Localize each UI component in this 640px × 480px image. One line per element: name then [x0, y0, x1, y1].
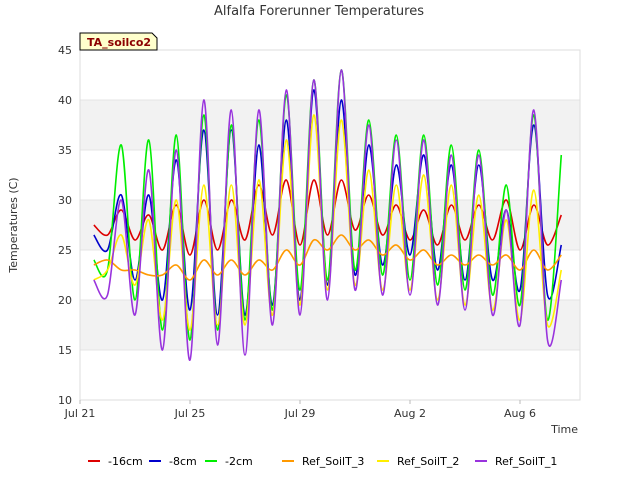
x-tick-label: Aug 6	[504, 407, 536, 420]
y-tick-label: 40	[58, 94, 72, 107]
grid-bands	[80, 49, 580, 401]
x-tick-label: Aug 2	[394, 407, 426, 420]
y-tick-label: 10	[58, 394, 72, 407]
badge-box	[79, 32, 158, 51]
y-tick-label: 25	[58, 244, 72, 257]
legend-label-ref-soilt-1: Ref_SoilT_1	[495, 455, 557, 468]
grid-band	[80, 200, 580, 250]
y-tick-label: 20	[58, 294, 72, 307]
chart-title: Alfalfa Forerunner Temperatures	[214, 4, 424, 19]
plot-frame	[79, 49, 581, 401]
legend: -16cm -8cm -2cm Ref_SoilT_3 Ref_SoilT_2 Ref_S…	[88, 455, 557, 468]
legend-label-16cm: -16cm	[108, 455, 143, 468]
y-axis-ticks: 10 15 20 25 30 35 40 45	[58, 44, 72, 407]
legend-label-ref-soilt-2: Ref_SoilT_2	[397, 455, 459, 468]
x-tick-label: Jul 21	[64, 407, 96, 420]
series-lines	[93, 69, 563, 361]
series-line-ref-soilt-3	[93, 234, 562, 281]
legend-label-ref-soilt-3: Ref_SoilT_3	[302, 455, 364, 468]
grid-band	[80, 100, 580, 150]
series-line-ref-soilt-1	[93, 69, 563, 361]
grid-band	[80, 300, 580, 350]
x-tick-label: Jul 29	[284, 407, 316, 420]
badge-label: TA_soilco2	[87, 36, 151, 49]
y-tick-label: 35	[58, 144, 72, 157]
grid-band	[80, 50, 580, 100]
x-axis-ticks: Jul 21 Jul 25 Jul 29 Aug 2 Aug 6	[64, 400, 536, 420]
y-tick-label: 30	[58, 194, 72, 207]
y-tick-label: 45	[58, 44, 72, 57]
legend-label-2cm: -2cm	[225, 455, 253, 468]
grid-band	[80, 350, 580, 400]
y-tick-label: 15	[58, 344, 72, 357]
series-line-ref-soilt-2	[93, 114, 563, 331]
legend-label-8cm: -8cm	[169, 455, 197, 468]
x-tick-label: Jul 25	[174, 407, 206, 420]
station-badge: TA_soilco2	[79, 32, 158, 51]
x-axis-title: Time	[550, 423, 578, 436]
y-axis-title: Temperatures (C)	[7, 177, 20, 273]
grid-band	[80, 150, 580, 200]
